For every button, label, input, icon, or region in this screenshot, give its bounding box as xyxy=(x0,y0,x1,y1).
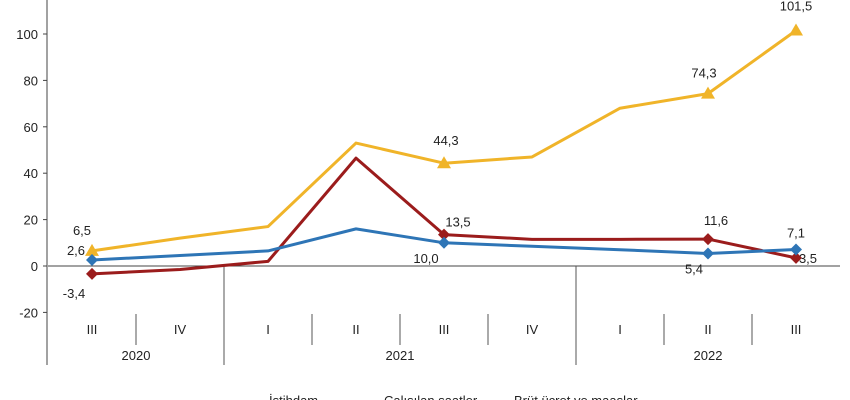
y-tick-label: 40 xyxy=(24,166,38,181)
category-label: II xyxy=(352,322,359,337)
data-label: 11,6 xyxy=(704,213,728,228)
year-label: 2020 xyxy=(122,348,151,363)
y-tick-label: 100 xyxy=(16,27,38,42)
data-point xyxy=(86,267,98,280)
category-label: III xyxy=(791,322,802,337)
data-label: 7,1 xyxy=(787,226,805,241)
data-label: 10,0 xyxy=(413,251,438,266)
category-label: I xyxy=(266,322,270,337)
legend-label: İstihdam xyxy=(269,393,318,400)
data-point xyxy=(790,243,802,256)
category-label: III xyxy=(439,322,450,337)
series-line-1 xyxy=(91,156,797,276)
y-tick-label: 80 xyxy=(24,73,38,88)
category-label: II xyxy=(704,322,711,337)
data-label: 74,3 xyxy=(691,66,716,81)
year-label: 2022 xyxy=(694,348,723,363)
data-point xyxy=(85,243,99,256)
data-point xyxy=(438,236,450,249)
data-point xyxy=(702,247,714,260)
y-tick-label: 20 xyxy=(24,213,38,228)
data-label: 101,5 xyxy=(780,0,813,14)
data-point xyxy=(437,156,451,169)
legend-label: Çalışılan saatler xyxy=(384,393,478,400)
category-label: I xyxy=(618,322,622,337)
data-label: 3,5 xyxy=(799,251,817,266)
y-tick-label: 0 xyxy=(31,259,38,274)
category-label: III xyxy=(87,322,98,337)
year-label: 2021 xyxy=(386,348,415,363)
y-tick-label: 60 xyxy=(24,120,38,135)
data-label: 13,5 xyxy=(445,215,470,230)
data-point xyxy=(790,251,802,264)
data-label: 6,5 xyxy=(73,223,91,238)
data-point xyxy=(701,86,715,99)
category-label: IV xyxy=(174,322,187,337)
category-label: IV xyxy=(526,322,539,337)
y-tick-label: -20 xyxy=(19,305,38,320)
data-label: 44,3 xyxy=(433,133,458,148)
data-point xyxy=(86,253,98,266)
data-label: 5,4 xyxy=(685,261,703,276)
data-point xyxy=(789,23,803,36)
data-point xyxy=(702,233,714,246)
data-label: -3,4 xyxy=(63,286,85,301)
legend-label: Brüt ücret ve maaşlar xyxy=(514,393,638,400)
data-label: 2,6 xyxy=(67,243,85,258)
data-point xyxy=(438,228,450,241)
